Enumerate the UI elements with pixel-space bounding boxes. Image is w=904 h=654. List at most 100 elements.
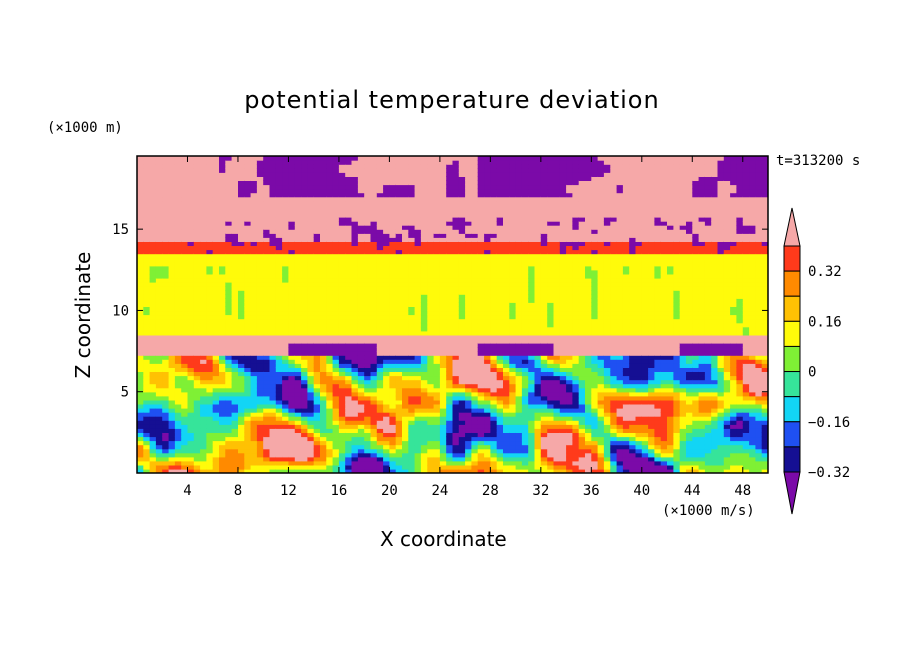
contour-cell [225, 355, 233, 360]
contour-cell [282, 245, 289, 251]
contour-cell [345, 338, 353, 344]
contour-cell [345, 408, 353, 413]
contour-cell [269, 200, 277, 206]
contour-cell [231, 326, 239, 332]
contour-cell [143, 383, 151, 389]
contour-cell [534, 420, 542, 425]
contour-cell [326, 444, 334, 450]
contour-cell [528, 225, 536, 230]
contour-cell [313, 310, 321, 316]
contour-cell [288, 379, 296, 385]
contour-cell [200, 164, 207, 169]
contour-cell [465, 176, 472, 181]
contour-cell [477, 196, 485, 202]
contour-cell [465, 208, 472, 214]
contour-cell [408, 253, 416, 259]
contour-cell [370, 330, 378, 336]
contour-cell [402, 416, 409, 421]
contour-cell [357, 265, 365, 271]
contour-cell [395, 460, 403, 466]
contour-cell [313, 347, 321, 352]
contour-cell [452, 184, 460, 190]
contour-cell [332, 290, 340, 295]
contour-cell [364, 229, 372, 234]
contour-cell [282, 375, 289, 381]
contour-cell [357, 416, 365, 421]
contour-cell [389, 176, 397, 181]
contour-cell [263, 245, 271, 251]
contour-cell [402, 277, 409, 283]
contour-cell [490, 347, 498, 352]
contour-cell [452, 379, 460, 385]
contour-cell [357, 408, 365, 413]
contour-cell [294, 306, 302, 312]
contour-cell [143, 257, 151, 263]
contour-cell [490, 229, 498, 234]
contour-cell [338, 180, 346, 186]
contour-cell [534, 273, 542, 279]
contour-cell [490, 277, 498, 283]
contour-cell [515, 273, 523, 279]
contour-cell [471, 204, 479, 210]
contour-cell [288, 176, 296, 181]
contour-cell [496, 298, 504, 303]
contour-cell [496, 375, 504, 381]
contour-cell [528, 464, 536, 470]
contour-cell [414, 395, 422, 401]
contour-cell [452, 395, 460, 401]
contour-cell [143, 326, 151, 332]
contour-cell [250, 367, 258, 372]
contour-cell [238, 420, 245, 425]
contour-cell [263, 217, 271, 222]
contour-cell [439, 233, 447, 238]
contour-cell [364, 424, 372, 429]
contour-cell [225, 208, 233, 214]
contour-cell [477, 168, 485, 173]
contour-cell [465, 436, 472, 442]
contour-cell [439, 160, 447, 165]
contour-cell [301, 212, 308, 218]
contour-cell [408, 375, 416, 381]
contour-cell [206, 399, 214, 405]
contour-cell [269, 367, 277, 372]
contour-cell [402, 156, 409, 161]
contour-cell [458, 241, 466, 246]
contour-cell [477, 318, 485, 324]
contour-cell [301, 261, 308, 267]
contour-cell [307, 257, 315, 263]
contour-cell [458, 294, 466, 299]
contour-cell [338, 326, 346, 332]
contour-cell [231, 444, 239, 450]
contour-cell [149, 391, 157, 397]
contour-cell [244, 204, 252, 210]
contour-cell [206, 302, 214, 307]
contour-cell [408, 192, 416, 198]
contour-cell [231, 367, 239, 372]
contour-cell [193, 208, 201, 214]
contour-cell [332, 383, 340, 389]
contour-cell [149, 241, 157, 246]
contour-cell [370, 294, 378, 299]
contour-cell [137, 245, 144, 251]
contour-cell [452, 359, 460, 364]
contour-cell [313, 371, 321, 377]
contour-cell [294, 375, 302, 381]
contour-cell [458, 326, 466, 332]
contour-cell [528, 290, 536, 295]
contour-cell [294, 334, 302, 340]
contour-cell [143, 436, 151, 442]
contour-cell [471, 290, 479, 295]
contour-cell [446, 387, 454, 393]
contour-cell [168, 371, 176, 377]
contour-cell [168, 176, 176, 181]
contour-cell [439, 383, 447, 389]
contour-cell [408, 347, 416, 352]
contour-cell [471, 452, 479, 458]
contour-cell [515, 212, 523, 218]
contour-cell [155, 290, 163, 295]
contour-cell [225, 253, 233, 259]
contour-cell [263, 460, 271, 466]
contour-cell [484, 302, 491, 307]
contour-cell [275, 233, 283, 238]
contour-cell [269, 204, 277, 210]
